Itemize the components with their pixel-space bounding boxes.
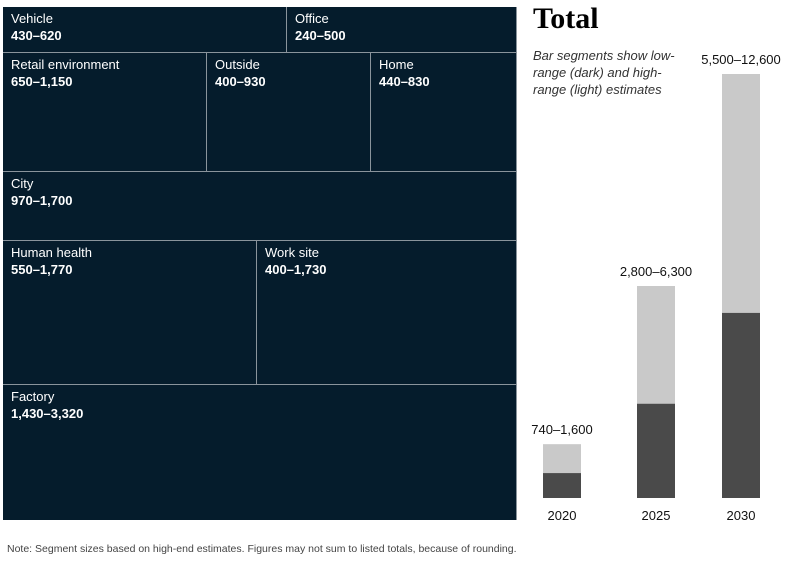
cell-name: Outside (215, 57, 260, 72)
bar-high-2030 (722, 74, 760, 498)
cell-value: 970–1,700 (11, 193, 73, 208)
x-tick-2020: 2020 (548, 508, 577, 523)
treemap: Vehicle 430–620 Office 240–500 Retail en… (3, 7, 517, 520)
cell-name: Human health (11, 245, 92, 260)
treemap-cell-vehicle: Vehicle 430–620 (3, 7, 287, 53)
bar-label-2025: 2,800–6,300 (620, 264, 692, 279)
treemap-cell-office: Office 240–500 (287, 7, 517, 53)
cell-value: 400–930 (215, 74, 266, 89)
bar-high-2025 (637, 286, 675, 498)
bar-label-2030: 5,500–12,600 (701, 52, 781, 67)
bar-low-2025 (637, 403, 675, 498)
cell-value: 650–1,150 (11, 74, 73, 89)
cell-value: 440–830 (379, 74, 430, 89)
cell-value: 400–1,730 (265, 262, 327, 277)
bar-label-2020: 740–1,600 (531, 422, 592, 437)
cell-value: 550–1,770 (11, 262, 73, 277)
treemap-cell-retail-environment: Retail environment 650–1,150 (3, 53, 207, 172)
treemap-cell-human-health: Human health 550–1,770 (3, 241, 257, 385)
x-tick-2025: 2025 (642, 508, 671, 523)
cell-name: City (11, 176, 34, 191)
cell-name: Retail environment (11, 57, 120, 72)
cell-name: Work site (265, 245, 319, 260)
x-tick-2030: 2030 (727, 508, 756, 523)
cell-name: Home (379, 57, 414, 72)
cell-name: Office (295, 11, 329, 26)
treemap-cell-city: City 970–1,700 (3, 172, 517, 241)
bar-low-2020 (543, 473, 581, 498)
bar-low-2030 (722, 312, 760, 498)
footnote: Note: Segment sizes based on high-end es… (7, 543, 517, 555)
treemap-cell-home: Home 440–830 (371, 53, 517, 172)
cell-value: 1,430–3,320 (11, 406, 84, 421)
treemap-cell-work-site: Work site 400–1,730 (257, 241, 517, 385)
treemap-cell-factory: Factory 1,430–3,320 (3, 385, 517, 520)
cell-name: Factory (11, 389, 55, 404)
cell-value: 240–500 (295, 28, 346, 43)
treemap-cell-outside: Outside 400–930 (207, 53, 371, 172)
legend-note: Bar segments show low-range (dark) and h… (533, 48, 675, 97)
cell-name: Vehicle (11, 11, 53, 26)
chart-title: Total (533, 2, 599, 35)
bar-high-2020 (543, 444, 581, 498)
cell-value: 430–620 (11, 28, 62, 43)
